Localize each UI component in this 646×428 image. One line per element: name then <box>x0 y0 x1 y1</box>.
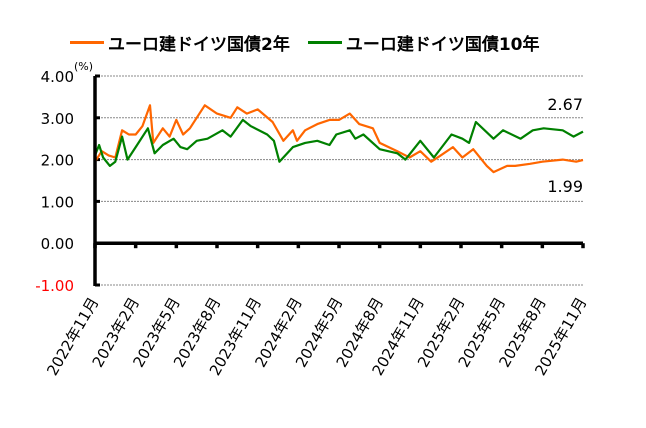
x-tick-label: 2022年11月 <box>43 294 102 379</box>
legend-label-2y: ユーロ建ドイツ国債2年 <box>108 35 290 55</box>
y-tick-label: 0.00 <box>41 235 74 253</box>
y-tick-label: 4.00 <box>41 68 74 86</box>
legend: ユーロ建ドイツ国債2年 ユーロ建ドイツ国債10年 <box>70 30 540 55</box>
y-unit-label: (%) <box>74 60 93 73</box>
legend-item-10y: ユーロ建ドイツ国債10年 <box>307 30 540 55</box>
legend-item-2y: ユーロ建ドイツ国債2年 <box>70 30 290 55</box>
legend-label-10y: ユーロ建ドイツ国債10年 <box>345 35 540 55</box>
y-tick-label: 1.00 <box>41 193 74 211</box>
data-label-2y-last: 1.99 <box>547 177 583 196</box>
legend-swatch-10y <box>307 41 342 44</box>
series-line-10y <box>93 118 584 167</box>
y-tick-label: -1.00 <box>35 277 74 295</box>
y-tick-label: 3.00 <box>41 110 74 128</box>
series-line-2y <box>94 104 584 174</box>
y-tick-label: 2.00 <box>41 152 74 170</box>
data-label-10y-last: 2.67 <box>547 95 583 114</box>
legend-swatch-2y <box>70 41 104 44</box>
